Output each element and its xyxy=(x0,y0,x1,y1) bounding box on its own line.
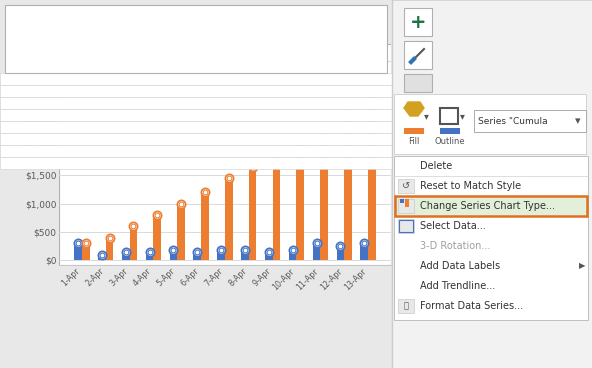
Bar xyxy=(394,94,586,154)
Bar xyxy=(146,252,153,261)
Bar xyxy=(249,166,256,261)
Text: Outline: Outline xyxy=(435,138,465,146)
Text: Format Data Series...: Format Data Series... xyxy=(420,301,523,311)
Bar xyxy=(404,8,432,36)
Bar xyxy=(153,215,161,261)
Bar xyxy=(59,44,391,265)
Polygon shape xyxy=(404,102,424,116)
Text: 3-D Rotation...: 3-D Rotation... xyxy=(420,241,490,251)
Bar xyxy=(394,156,588,320)
Bar xyxy=(297,146,304,261)
Bar xyxy=(265,252,273,261)
Bar xyxy=(217,251,225,261)
Text: Add Trendline...: Add Trendline... xyxy=(420,281,496,291)
Bar xyxy=(361,243,368,261)
Bar xyxy=(5,5,387,73)
Bar xyxy=(170,251,177,261)
Bar xyxy=(0,97,392,109)
Bar xyxy=(336,246,344,261)
Bar xyxy=(395,196,587,216)
Bar xyxy=(400,199,404,203)
Bar xyxy=(0,85,392,97)
Bar xyxy=(398,199,414,213)
Text: Series "Cumula: Series "Cumula xyxy=(478,117,548,125)
Text: Reset to Match Style: Reset to Match Style xyxy=(420,181,521,191)
Bar xyxy=(225,178,233,261)
Bar xyxy=(313,243,320,261)
Bar xyxy=(241,251,249,261)
Bar xyxy=(82,243,89,261)
Text: ▾: ▾ xyxy=(575,116,581,126)
Bar xyxy=(320,130,328,261)
Bar xyxy=(0,157,392,169)
Text: Add Data Labels: Add Data Labels xyxy=(420,261,500,271)
Text: ▾: ▾ xyxy=(423,111,429,121)
Bar xyxy=(0,133,392,145)
Bar xyxy=(273,155,280,261)
Bar xyxy=(177,204,185,261)
Bar xyxy=(98,255,106,261)
Bar xyxy=(0,109,392,121)
Bar xyxy=(399,220,413,232)
Text: Delete: Delete xyxy=(420,161,452,171)
Bar xyxy=(392,0,592,368)
Bar xyxy=(0,121,392,133)
Bar xyxy=(398,179,414,193)
Bar xyxy=(405,199,409,207)
Bar xyxy=(440,108,458,124)
Bar xyxy=(0,145,392,157)
Bar xyxy=(194,252,201,261)
Text: 📊: 📊 xyxy=(404,301,408,311)
Bar xyxy=(201,192,209,261)
Text: Change Series Chart Type...: Change Series Chart Type... xyxy=(420,201,555,211)
Bar xyxy=(122,252,130,261)
Bar xyxy=(74,243,82,261)
Text: ▾: ▾ xyxy=(459,111,465,121)
Bar xyxy=(404,128,424,134)
Bar xyxy=(344,113,352,261)
Bar xyxy=(0,73,392,85)
Bar xyxy=(404,41,432,69)
Bar xyxy=(368,95,376,261)
Text: +: + xyxy=(410,13,426,32)
Text: ↺: ↺ xyxy=(402,181,410,191)
Bar xyxy=(130,226,137,261)
Bar xyxy=(440,128,460,134)
Title: Chart Title: Chart Title xyxy=(185,25,265,40)
Bar xyxy=(474,110,586,132)
Text: ▶: ▶ xyxy=(579,262,585,270)
Bar xyxy=(289,251,297,261)
Text: Select Data...: Select Data... xyxy=(420,221,486,231)
Bar xyxy=(398,299,414,313)
Bar xyxy=(106,238,114,261)
Bar xyxy=(395,196,587,216)
Text: Fill: Fill xyxy=(408,138,420,146)
Bar xyxy=(398,219,414,233)
Bar xyxy=(404,74,432,92)
